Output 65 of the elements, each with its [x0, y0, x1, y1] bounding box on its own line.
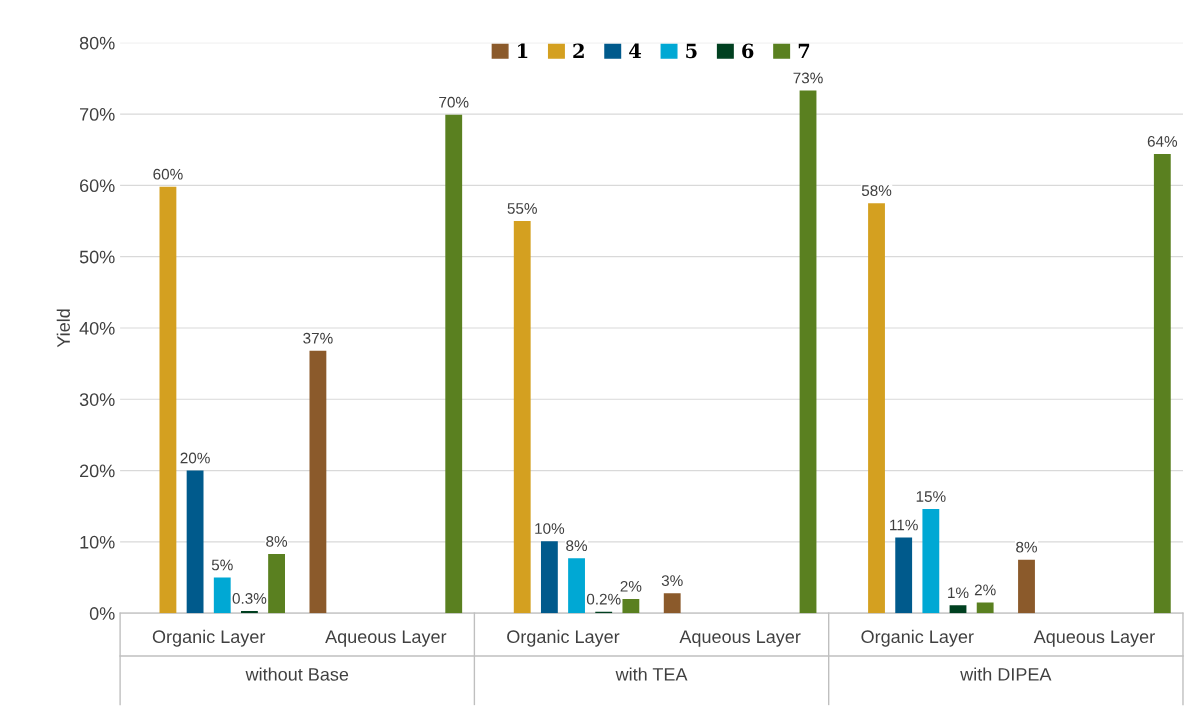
text: with DIPEA [960, 667, 1052, 681]
data-label: 8% [266, 536, 288, 547]
data-label: 60% [153, 168, 183, 180]
bar [241, 611, 258, 614]
bar [949, 605, 967, 614]
data-label: 11% [890, 519, 918, 531]
data-label: 2% [620, 580, 642, 592]
data-label: 3% [661, 575, 683, 587]
bar [540, 541, 558, 614]
data-label: 73% [793, 72, 823, 84]
x-tick-label: Aqueous Layer [325, 630, 447, 647]
x-tick-label: Organic Layer [861, 629, 974, 647]
bar [568, 558, 585, 614]
data-label: 2% [974, 584, 996, 596]
data-label: 0.2% [586, 593, 621, 605]
bar [799, 90, 817, 614]
y-tick-label: 40% [79, 321, 115, 335]
bar [976, 602, 994, 614]
x-tick-label: Organic Layer [507, 629, 620, 647]
y-tick-label: 10% [80, 535, 115, 549]
bar [213, 577, 231, 614]
bar [513, 221, 531, 614]
bar [445, 114, 463, 614]
data-label: 15% [916, 491, 946, 502]
x-tick-label: Aqueous Layer [1033, 630, 1155, 647]
bar [895, 537, 913, 614]
y-tick-label: 0% [89, 607, 115, 620]
data-label: 5% [211, 559, 233, 571]
data-label: 64% [1147, 136, 1178, 147]
bar [309, 350, 327, 614]
bar [186, 470, 204, 614]
y-tick-label: 20% [80, 464, 115, 478]
data-label: 58% [861, 185, 892, 197]
legend-label: 1 [518, 43, 528, 58]
bar [663, 593, 681, 614]
y-tick-label: 70% [80, 108, 115, 121]
text: with TEA [615, 667, 688, 681]
x-tick-label: Aqueous Layer [679, 630, 801, 647]
data-label: 0.3% [232, 593, 267, 604]
legend-label: 6 [742, 43, 754, 59]
legend-label: 4 [629, 43, 642, 58]
y-tick-label: 60% [80, 179, 115, 193]
x-tick-label: Organic Layer [152, 629, 266, 647]
bar [868, 203, 885, 614]
legend-label: 7 [798, 43, 810, 58]
data-label: 8% [566, 540, 588, 552]
data-label: 37% [303, 332, 333, 344]
data-label: 10% [535, 523, 565, 534]
data-label: 1% [948, 587, 969, 599]
bar [1018, 559, 1035, 614]
data-label: 20% [180, 452, 210, 464]
y-tick-label: 50% [79, 250, 115, 264]
data-label: 55% [507, 203, 537, 214]
data-label: 70% [439, 96, 469, 108]
y-tick-label: 80% [79, 36, 115, 50]
legend-label: 2 [573, 43, 584, 58]
y-axis-title: Yield [56, 309, 70, 348]
text: without Base [245, 667, 349, 681]
y-tick-label: 30% [79, 393, 115, 406]
bar [268, 554, 285, 614]
bar [922, 509, 940, 614]
bar [1153, 154, 1171, 614]
legend-label: 5 [686, 43, 697, 59]
bar [159, 186, 177, 614]
data-label: 8% [1016, 541, 1037, 553]
